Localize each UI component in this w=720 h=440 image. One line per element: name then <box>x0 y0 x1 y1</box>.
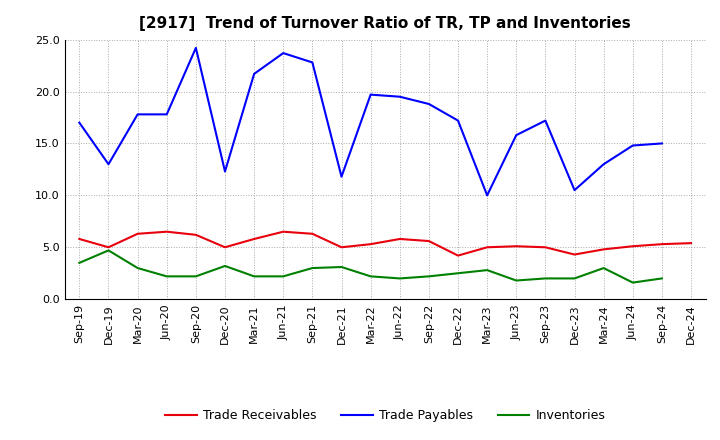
Line: Trade Receivables: Trade Receivables <box>79 232 691 256</box>
Trade Payables <box>337 174 346 180</box>
Inventories <box>133 265 142 271</box>
Trade Receivables <box>483 245 492 250</box>
Trade Payables <box>395 94 404 99</box>
Line: Inventories: Inventories <box>79 250 662 282</box>
Trade Receivables <box>133 231 142 236</box>
Inventories <box>599 265 608 271</box>
Line: Trade Payables: Trade Payables <box>79 48 662 195</box>
Trade Receivables <box>454 253 462 258</box>
Legend: Trade Receivables, Trade Payables, Inventories: Trade Receivables, Trade Payables, Inven… <box>161 404 610 427</box>
Inventories <box>337 264 346 270</box>
Trade Payables <box>308 60 317 65</box>
Trade Receivables <box>220 245 229 250</box>
Trade Payables <box>366 92 375 97</box>
Inventories <box>541 276 550 281</box>
Trade Receivables <box>366 242 375 247</box>
Inventories <box>163 274 171 279</box>
Trade Receivables <box>599 247 608 252</box>
Inventories <box>250 274 258 279</box>
Trade Receivables <box>250 236 258 242</box>
Inventories <box>220 263 229 268</box>
Inventories <box>395 276 404 281</box>
Trade Payables <box>75 120 84 125</box>
Inventories <box>192 274 200 279</box>
Trade Payables <box>425 101 433 106</box>
Trade Payables <box>133 112 142 117</box>
Trade Receivables <box>395 236 404 242</box>
Trade Receivables <box>512 244 521 249</box>
Trade Payables <box>512 132 521 138</box>
Trade Receivables <box>308 231 317 236</box>
Trade Payables <box>192 45 200 51</box>
Trade Receivables <box>541 245 550 250</box>
Trade Receivables <box>75 236 84 242</box>
Trade Payables <box>279 51 287 56</box>
Trade Receivables <box>163 229 171 235</box>
Trade Receivables <box>687 241 696 246</box>
Inventories <box>629 280 637 285</box>
Trade Receivables <box>279 229 287 235</box>
Trade Receivables <box>657 242 666 247</box>
Trade Payables <box>104 161 113 167</box>
Inventories <box>366 274 375 279</box>
Trade Receivables <box>104 245 113 250</box>
Trade Payables <box>570 187 579 193</box>
Trade Payables <box>657 141 666 146</box>
Inventories <box>570 276 579 281</box>
Trade Receivables <box>337 245 346 250</box>
Trade Payables <box>250 71 258 77</box>
Trade Payables <box>541 118 550 123</box>
Trade Payables <box>629 143 637 148</box>
Trade Receivables <box>629 244 637 249</box>
Inventories <box>75 260 84 265</box>
Inventories <box>483 268 492 273</box>
Trade Payables <box>220 169 229 174</box>
Trade Payables <box>454 118 462 123</box>
Trade Receivables <box>425 238 433 244</box>
Inventories <box>657 276 666 281</box>
Trade Payables <box>163 112 171 117</box>
Trade Payables <box>483 193 492 198</box>
Trade Receivables <box>192 232 200 238</box>
Inventories <box>512 278 521 283</box>
Title: [2917]  Trend of Turnover Ratio of TR, TP and Inventories: [2917] Trend of Turnover Ratio of TR, TP… <box>140 16 631 32</box>
Inventories <box>425 274 433 279</box>
Trade Payables <box>599 161 608 167</box>
Inventories <box>454 271 462 276</box>
Inventories <box>104 248 113 253</box>
Inventories <box>308 265 317 271</box>
Inventories <box>279 274 287 279</box>
Trade Receivables <box>570 252 579 257</box>
